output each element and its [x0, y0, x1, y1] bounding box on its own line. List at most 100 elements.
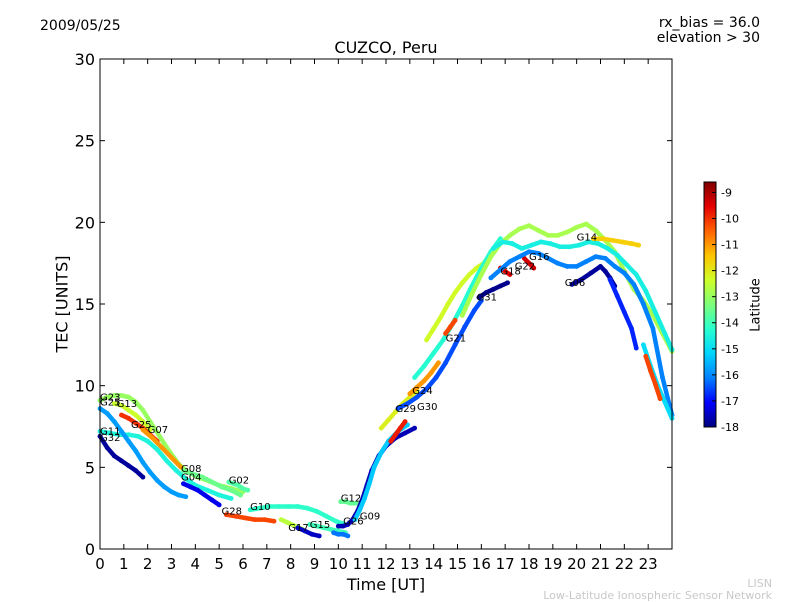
data-point [119, 458, 124, 464]
data-point [133, 420, 139, 426]
trace-line [388, 419, 408, 444]
data-point [412, 375, 417, 380]
prn-label: G28 [222, 507, 242, 518]
data-point [452, 342, 458, 348]
trace-line [395, 298, 484, 411]
data-point [397, 425, 403, 431]
x-tick-label: 9 [310, 555, 320, 573]
prn-label: G17 [288, 523, 308, 534]
data-point [471, 308, 477, 313]
data-point [443, 331, 448, 336]
data-point [586, 239, 591, 245]
series-g17b [295, 525, 322, 539]
data-point [490, 286, 496, 292]
prn-label: G14 [577, 232, 597, 243]
data-point [402, 430, 408, 436]
data-point [219, 484, 224, 490]
prn-label: G16 [529, 252, 549, 263]
data-point [507, 233, 513, 238]
data-point [140, 474, 146, 480]
data-point [126, 438, 131, 444]
data-point [414, 384, 420, 390]
data-point [650, 326, 656, 331]
data-point [200, 474, 205, 480]
data-point [598, 264, 603, 269]
data-point [548, 241, 553, 246]
data-point [276, 504, 282, 509]
y-tick-label: 30 [75, 50, 95, 69]
data-point [119, 412, 124, 418]
data-point [424, 337, 429, 343]
data-point [621, 309, 627, 315]
data-point [531, 265, 537, 271]
data-point [228, 495, 234, 501]
data-point [304, 505, 310, 511]
x-tick-label: 23 [639, 555, 658, 573]
data-point [307, 522, 313, 527]
data-point [431, 326, 437, 331]
data-point [145, 438, 151, 444]
data-point [517, 226, 522, 232]
data-point [643, 353, 649, 359]
data-point [247, 507, 253, 513]
data-point [119, 393, 124, 398]
data-point [490, 246, 496, 251]
series-g24 [407, 360, 441, 397]
data-point [526, 249, 532, 255]
data-point [295, 504, 301, 509]
x-tick-label: 10 [329, 555, 348, 573]
data-point [621, 270, 627, 276]
data-point [126, 394, 131, 400]
data-point [502, 268, 508, 274]
data-point [245, 487, 251, 493]
data-point [252, 517, 258, 522]
data-point [188, 484, 193, 490]
y-tick-label: 15 [75, 295, 95, 314]
series-g32 [97, 406, 189, 500]
x-tick-label: 2 [143, 555, 153, 573]
series-g32b [97, 433, 146, 480]
data-point [266, 504, 272, 509]
data-point [476, 295, 482, 300]
data-point [133, 412, 139, 418]
data-point [285, 520, 291, 526]
data-point [104, 411, 110, 416]
colorbar-tick-label: -10 [721, 212, 739, 225]
series-g10 [247, 504, 348, 527]
data-point [619, 239, 625, 245]
data-point [357, 507, 363, 513]
data-point [607, 277, 613, 282]
trace-line [412, 236, 503, 380]
data-point [309, 531, 315, 537]
colorbar-tick-label: -9 [721, 186, 732, 199]
prn-label: G06 [565, 278, 585, 289]
colorbar-tick-label: -14 [721, 317, 739, 330]
data-point [633, 345, 639, 351]
data-point [507, 259, 513, 264]
y-axis: 0 5 10 15 20 25 30 [75, 50, 672, 559]
x-tick-label: 18 [519, 555, 538, 573]
rx-bias-label: rx_bias = 36.0 [658, 15, 760, 31]
prn-label: G25 [100, 397, 120, 408]
x-tick-label: 0 [95, 555, 105, 573]
data-point [147, 419, 153, 424]
x-tick-label: 12 [376, 555, 395, 573]
x-tick-label: 4 [191, 555, 201, 573]
data-point [440, 337, 446, 343]
data-point [612, 264, 618, 269]
data-point [445, 301, 451, 307]
data-point [526, 260, 532, 266]
data-point [631, 282, 637, 287]
data-point [452, 290, 458, 295]
data-point [498, 283, 503, 289]
prn-label: G18 [500, 267, 520, 278]
data-point [231, 481, 236, 487]
data-point [590, 236, 596, 242]
data-point [181, 481, 186, 487]
elevation-label: elevation > 30 [656, 30, 760, 46]
data-point [459, 303, 465, 309]
data-point [579, 277, 584, 282]
data-point [271, 518, 277, 524]
prn-label: G13 [117, 399, 137, 410]
data-point [574, 264, 580, 269]
